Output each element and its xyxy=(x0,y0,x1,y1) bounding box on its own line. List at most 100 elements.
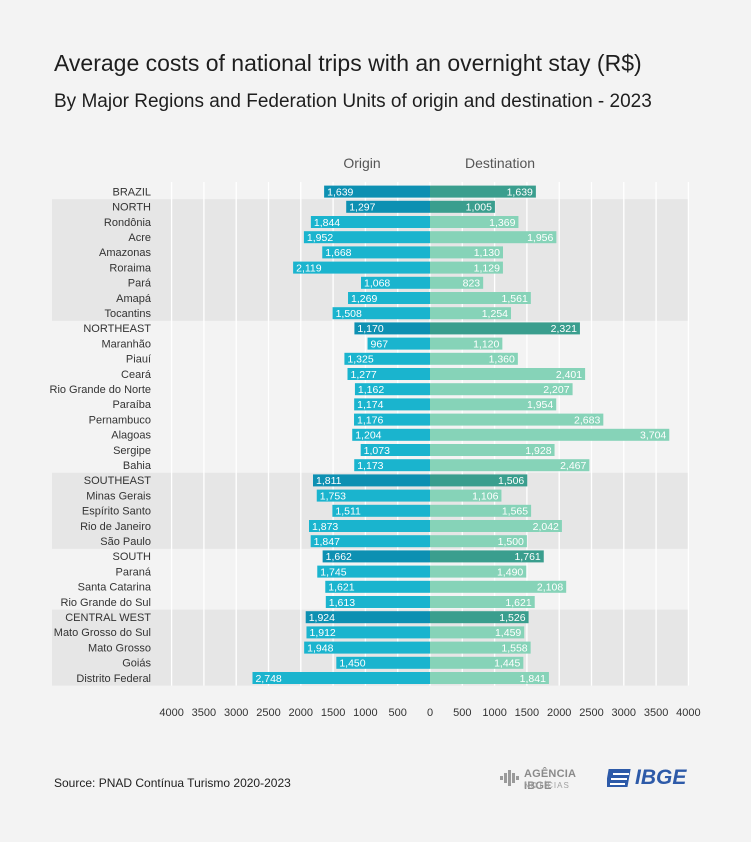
category-label: SOUTHEAST xyxy=(84,475,152,487)
category-label: São Paulo xyxy=(100,536,151,548)
agencia-ibge-logo: AGÊNCIA IBGE NOTÍCIAS xyxy=(500,766,595,792)
destination-value-label: 1,369 xyxy=(489,217,515,229)
origin-bar xyxy=(317,565,430,578)
destination-value-label: 1,490 xyxy=(497,566,523,578)
category-label: BRAZIL xyxy=(112,186,151,198)
destination-value-label: 1,621 xyxy=(505,597,531,609)
destination-value-label: 1,639 xyxy=(507,186,533,198)
category-label: Piauí xyxy=(126,354,151,366)
destination-bar xyxy=(430,504,532,517)
origin-value-label: 1,277 xyxy=(351,369,377,381)
origin-bar xyxy=(252,672,430,684)
destination-bar xyxy=(430,292,531,304)
source-note: Source: PNAD Contínua Turismo 2020-2023 xyxy=(54,776,291,790)
category-label: CENTRAL WEST xyxy=(65,612,151,624)
destination-bar xyxy=(430,337,503,350)
destination-bar xyxy=(430,383,573,396)
origin-bar xyxy=(354,322,430,335)
destination-bar xyxy=(430,626,525,639)
origin-value-label: 1,668 xyxy=(325,247,351,259)
category-label: Rio Grande do Sul xyxy=(61,597,152,609)
origin-value-label: 1,170 xyxy=(357,323,383,335)
destination-value-label: 2,108 xyxy=(537,582,563,594)
destination-bar xyxy=(430,474,528,487)
origin-value-label: 1,912 xyxy=(309,627,335,639)
category-label: Sergipe xyxy=(113,445,151,457)
origin-value-label: 2,119 xyxy=(296,262,322,274)
agencia-sub: NOTÍCIAS xyxy=(524,781,570,790)
origin-value-label: 1,948 xyxy=(307,642,333,654)
origin-bar xyxy=(310,216,430,228)
destination-bar xyxy=(430,231,557,244)
origin-value-label: 2,748 xyxy=(255,673,281,685)
legend-destination: Destination xyxy=(465,155,535,171)
agencia-mark-icon xyxy=(500,770,519,786)
category-label: Amazonas xyxy=(99,247,151,259)
destination-bar xyxy=(430,413,604,426)
origin-bar xyxy=(360,444,430,456)
destination-value-label: 1,254 xyxy=(482,308,508,320)
x-tick-label: 1500 xyxy=(321,707,345,719)
origin-value-label: 1,924 xyxy=(309,612,335,624)
x-tick-label: 3000 xyxy=(224,707,248,719)
origin-value-label: 1,613 xyxy=(329,597,355,609)
category-label: Maranhão xyxy=(101,338,151,350)
x-tick-label: 3500 xyxy=(644,707,668,719)
x-tick-label: 1000 xyxy=(353,707,377,719)
origin-bar xyxy=(310,535,430,548)
origin-value-label: 1,844 xyxy=(314,217,340,229)
category-label: Alagoas xyxy=(111,430,151,442)
x-tick-label: 4000 xyxy=(159,707,183,719)
origin-bar xyxy=(324,185,430,198)
destination-bar xyxy=(430,565,527,578)
destination-value-label: 1,558 xyxy=(501,642,527,654)
category-label: Amapá xyxy=(116,293,152,305)
destination-bar xyxy=(430,307,512,320)
destination-value-label: 1,954 xyxy=(527,399,553,411)
origin-value-label: 1,662 xyxy=(326,551,352,563)
chart-subtitle: By Major Regions and Federation Units of… xyxy=(54,91,652,112)
origin-value-label: 1,073 xyxy=(364,445,390,457)
x-tick-label: 2000 xyxy=(289,707,313,719)
category-label: Santa Catarina xyxy=(78,582,152,594)
diverging-bar-chart: Origin Destination 1,639 1,639 BRAZIL 1,297 1,… xyxy=(50,155,701,719)
origin-bar xyxy=(322,550,430,563)
destination-value-label: 1,565 xyxy=(502,506,528,518)
x-tick-label: 3000 xyxy=(612,707,636,719)
origin-value-label: 1,621 xyxy=(328,582,354,594)
origin-bar xyxy=(325,580,430,593)
origin-bar xyxy=(344,352,430,365)
category-label: Espírito Santo xyxy=(82,506,151,518)
destination-bar xyxy=(430,276,484,289)
destination-bar xyxy=(430,580,567,593)
agencia-name: AGÊNCIA IBGE xyxy=(524,768,576,792)
category-label: Roraima xyxy=(109,262,151,274)
origin-value-label: 1,174 xyxy=(357,399,383,411)
origin-value-label: 967 xyxy=(371,338,389,350)
origin-bar xyxy=(305,611,430,624)
destination-value-label: 1,445 xyxy=(494,658,520,670)
destination-bar xyxy=(430,596,535,608)
origin-value-label: 1,511 xyxy=(335,506,361,518)
category-label: Mato Grosso do Sul xyxy=(54,627,151,639)
origin-bar xyxy=(304,641,430,654)
category-label: Mato Grosso xyxy=(88,642,151,654)
origin-bar xyxy=(354,383,430,396)
destination-bar xyxy=(430,520,562,532)
origin-bar xyxy=(336,656,430,669)
origin-value-label: 1,508 xyxy=(336,308,362,320)
origin-bar xyxy=(332,504,430,517)
destination-bar xyxy=(430,185,536,198)
origin-value-label: 1,325 xyxy=(347,354,373,366)
origin-value-label: 1,173 xyxy=(357,460,383,472)
destination-bar xyxy=(430,489,502,502)
destination-bar xyxy=(430,261,503,274)
origin-bar xyxy=(313,474,430,487)
x-tick-label: 4000 xyxy=(676,707,700,719)
destination-value-label: 1,506 xyxy=(498,475,524,487)
ibge-logo: IBGE xyxy=(607,766,699,792)
origin-value-label: 1,639 xyxy=(327,186,353,198)
origin-value-label: 1,176 xyxy=(357,414,383,426)
destination-value-label: 1,129 xyxy=(474,262,500,274)
x-tick-label: 500 xyxy=(389,707,407,719)
